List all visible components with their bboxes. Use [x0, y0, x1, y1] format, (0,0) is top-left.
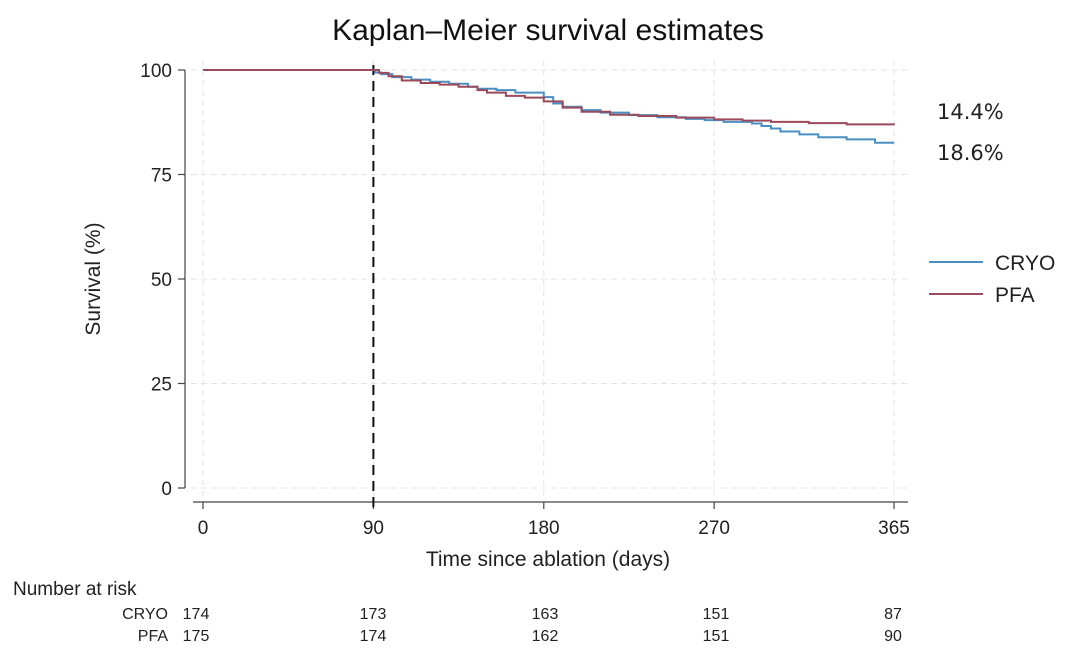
- risk-value: 163: [532, 606, 559, 623]
- y-tick-label: 25: [151, 375, 172, 396]
- legend-label-cryo: CRYO: [995, 252, 1055, 275]
- x-tick-label: 0: [198, 518, 209, 539]
- risk-value: 90: [884, 628, 902, 645]
- risk-value: 87: [884, 606, 902, 623]
- series-group: [203, 69, 895, 144]
- grid: [191, 60, 908, 500]
- risk-row-label: CRYO: [122, 606, 168, 623]
- axes: 0 25 50 75 100 0 90 180 270 365: [140, 61, 910, 539]
- risk-value: 174: [183, 606, 210, 623]
- legend-label-pfa: PFA: [995, 284, 1035, 307]
- x-tick-label: 90: [363, 518, 384, 539]
- chart-title: Kaplan–Meier survival estimates: [332, 14, 764, 47]
- risk-table: Number at risk CRYO 174 173 163 151 87 PFA 175 17…: [13, 579, 902, 645]
- x-axis-title: Time since ablation (days): [426, 548, 670, 571]
- x-tick-label: 365: [878, 518, 910, 539]
- y-axis-title: Survival (%): [82, 222, 105, 335]
- y-tick-label: 0: [161, 479, 172, 500]
- x-tick-label: 180: [528, 518, 560, 539]
- y-tick-label: 50: [151, 270, 172, 291]
- risk-value: 162: [532, 628, 559, 645]
- risk-value: 151: [703, 628, 730, 645]
- risk-value: 151: [703, 606, 730, 623]
- risk-table-header: Number at risk: [13, 579, 137, 600]
- y-tick-label: 100: [140, 61, 172, 82]
- risk-row-label: PFA: [138, 628, 169, 645]
- series-line-pfa: [203, 69, 895, 126]
- risk-value: 175: [183, 628, 210, 645]
- risk-value: 174: [360, 628, 387, 645]
- risk-value: 173: [360, 606, 387, 623]
- annotation-label: 18.6%: [937, 141, 1004, 165]
- legend: CRYO PFA: [929, 252, 1055, 307]
- annotations: 14.4% 18.6%: [937, 100, 1004, 165]
- x-tick-label: 270: [698, 518, 730, 539]
- y-tick-label: 75: [151, 166, 172, 187]
- series-line-cryo: [203, 69, 894, 144]
- annotation-label: 14.4%: [937, 100, 1004, 124]
